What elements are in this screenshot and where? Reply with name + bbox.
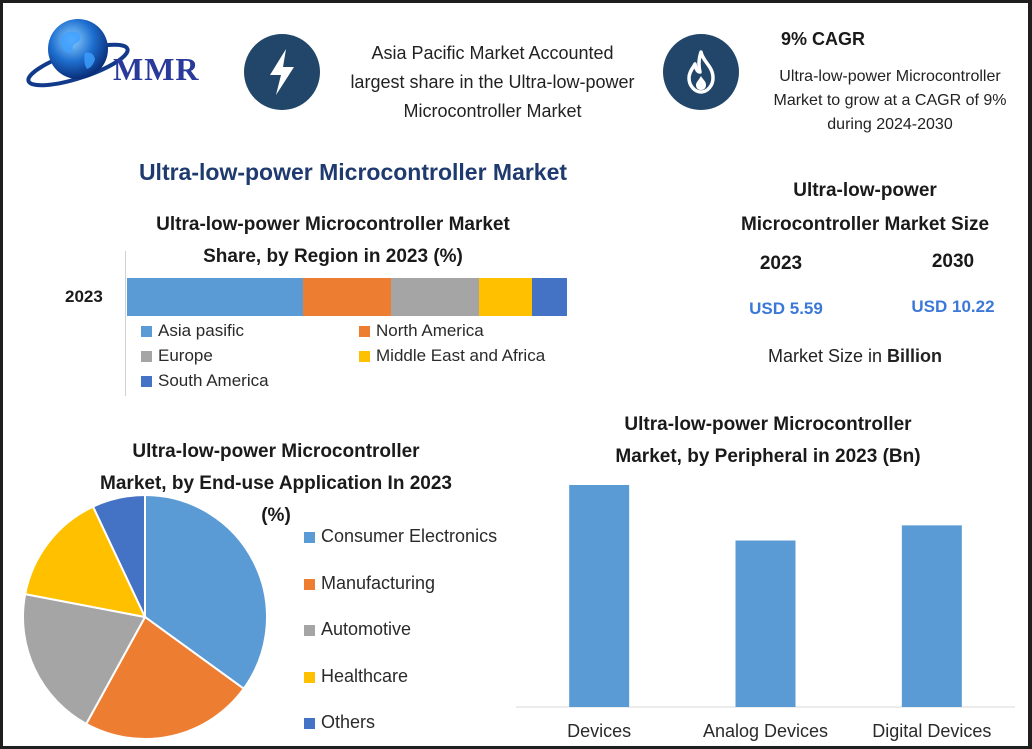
region-bar-segment-south-america <box>531 278 567 316</box>
legend-swatch <box>141 325 152 337</box>
pie-slice-others <box>91 493 146 618</box>
cagr-title: 9% CAGR <box>781 29 866 49</box>
region-chart-title: Ultra-low-power Microcontroller Market S… <box>156 214 510 267</box>
legend-label: Others <box>321 712 376 732</box>
peripheral-bar-chart: Devices Analog Devices Digital Devices <box>516 485 1015 741</box>
legend-swatch <box>359 325 370 337</box>
region-axis-line <box>125 251 126 396</box>
pie-slice-consumer-electronics <box>144 493 268 691</box>
lightning-icon <box>270 49 294 95</box>
legend-label: North America <box>376 321 484 340</box>
legend-label: Manufacturing <box>321 572 436 593</box>
legend-swatch <box>359 350 370 362</box>
legend-swatch <box>304 671 315 683</box>
bar-digital-devices <box>901 525 962 707</box>
logo-text: MMR <box>113 51 200 87</box>
infographic-page: MMR Asia Pacific Market Accounted larges… <box>3 3 1028 746</box>
pie-chart-title: Ultra-low-power Microcontroller Market, … <box>100 441 452 526</box>
legend-swatch <box>141 375 152 387</box>
pie-slice-manufacturing <box>84 615 246 740</box>
pie-legend-item: Healthcare <box>304 666 564 713</box>
bar-devices <box>569 485 630 707</box>
main-title: Ultra-low-power Microcontroller Market <box>138 159 568 185</box>
region-legend: Asia pasific North America Europe Middle Ea… <box>141 321 601 391</box>
legend-swatch <box>141 350 152 362</box>
pie-legend-item: Others <box>304 712 564 746</box>
pie-legend-item: Consumer Electronics <box>304 526 564 573</box>
lightning-icon-badge <box>244 34 320 110</box>
legend-swatch <box>304 532 315 543</box>
flame-icon-badge <box>663 34 739 110</box>
region-legend-item: Europe <box>141 346 359 366</box>
region-bar-segment-asia-pasific <box>127 278 303 316</box>
pie-legend-item: Automotive <box>304 619 564 666</box>
region-bar-segment-middle-east-and-africa <box>479 278 532 316</box>
info-asia-pacific: Asia Pacific Market Accounted largest sh… <box>350 43 635 121</box>
x-tick-label-devices: Devices <box>567 721 631 741</box>
region-bar-segment-north-america <box>303 278 391 316</box>
x-tick-label-analog-devices: Analog Devices <box>703 721 828 741</box>
region-bar-segment-europe <box>391 278 479 316</box>
legend-label: Consumer Electronics <box>321 526 498 546</box>
market-size-value-2030: USD 10.22 <box>911 297 995 316</box>
region-legend-item: South America <box>141 371 359 391</box>
flame-icon <box>687 50 715 94</box>
bar-analog-devices <box>735 540 796 707</box>
peripheral-chart-title: Ultra-low-power Microcontroller Market, … <box>615 414 921 467</box>
legend-swatch <box>304 718 315 729</box>
region-legend-item: Middle East and Africa <box>359 346 599 366</box>
pie-legend: Consumer Electronics Manufacturing Automot… <box>304 526 564 746</box>
market-size-year-2023: 2023 <box>759 253 803 274</box>
end-use-pie-chart <box>22 493 268 740</box>
info-cagr: Ultra-low-power Microcontroller Market t… <box>773 68 1007 133</box>
region-stacked-bar <box>127 278 567 316</box>
market-size-note: Market Size in Billion <box>768 346 943 366</box>
legend-swatch <box>304 578 315 590</box>
legend-label: South America <box>158 371 269 390</box>
legend-label: Asia pasific <box>158 321 244 340</box>
market-size-value-2023: USD 5.59 <box>749 299 823 318</box>
pie-slice-automotive <box>22 592 147 726</box>
legend-label: Europe <box>158 346 213 365</box>
region-legend-item: Asia pasific <box>141 321 359 341</box>
x-tick-label-digital-devices: Digital Devices <box>872 721 991 741</box>
region-legend-item: North America <box>359 321 599 341</box>
pie-slice-healthcare <box>23 505 147 619</box>
legend-swatch <box>304 625 315 636</box>
globe-logo-icon <box>26 19 130 88</box>
legend-label: Healthcare <box>321 665 409 686</box>
pie-legend-item: Manufacturing <box>304 573 564 620</box>
legend-label: Middle East and Africa <box>376 346 546 365</box>
market-size-title: Ultra-low-power Microcontroller Market S… <box>740 180 990 235</box>
market-size-year-2030: 2030 <box>931 251 975 272</box>
region-category-label: 2023 <box>65 287 103 306</box>
legend-label: Automotive <box>321 619 412 639</box>
